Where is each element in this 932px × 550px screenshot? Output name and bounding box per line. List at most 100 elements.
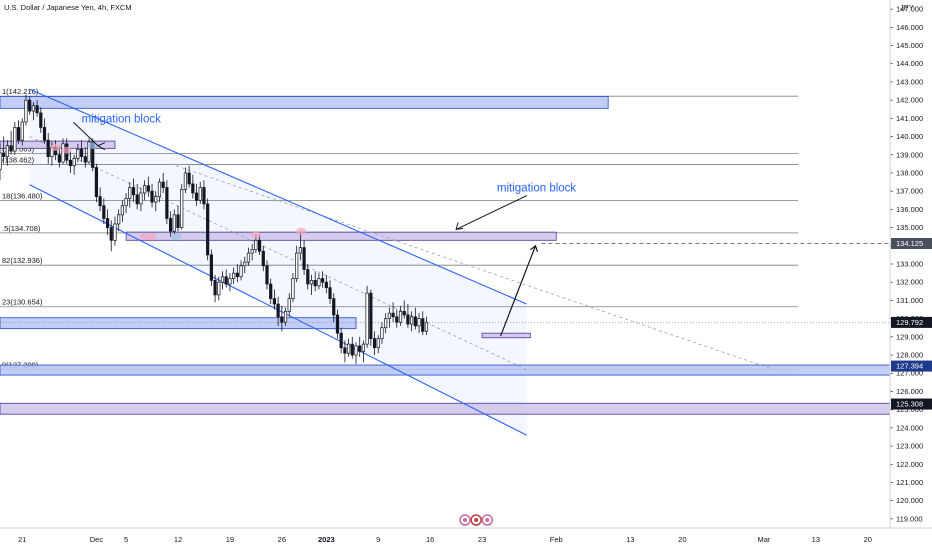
price-badge [891, 316, 932, 328]
candle-body [339, 332, 343, 349]
candle-body [276, 303, 280, 318]
projection-arrow [500, 245, 537, 337]
candle-body [165, 187, 169, 219]
y-axis-label: 145.000 [896, 41, 923, 50]
candle-body [332, 298, 336, 316]
fib-level-label: (138.462) [2, 156, 35, 165]
candle-body [283, 310, 288, 323]
candle-body [317, 278, 321, 287]
candle-body [321, 278, 325, 283]
candle-body [372, 338, 377, 349]
x-axis-label: 26 [278, 535, 286, 544]
candle-body [35, 105, 39, 114]
candle-body [13, 127, 17, 152]
candle-body [91, 141, 95, 168]
x-axis-label: 2023 [318, 535, 335, 544]
y-axis-label: 138.000 [896, 168, 923, 177]
annotation-text: mitigation block [82, 113, 162, 125]
candle-body [157, 181, 162, 197]
y-axis-label: 131.000 [896, 296, 923, 305]
x-axis-label: 13 [812, 535, 820, 544]
candle-body [183, 172, 188, 190]
candle-body [376, 338, 380, 349]
candle-body [109, 227, 113, 241]
candle-body [120, 205, 124, 216]
x-axis-label: 23 [478, 535, 486, 544]
candle-body [398, 310, 403, 323]
y-axis-label: 129.000 [896, 332, 923, 341]
y-axis-label: 119.000 [896, 514, 923, 523]
currency-label: JPY [900, 3, 914, 12]
candle-body [16, 127, 21, 141]
candle-body [217, 281, 221, 296]
candle-body [224, 276, 228, 285]
candle-body [239, 265, 243, 278]
candle-body [391, 312, 395, 318]
candle-body [191, 183, 195, 194]
candle-body [94, 167, 99, 197]
x-axis-label: 20 [678, 535, 686, 544]
candle-body [20, 121, 24, 141]
annotation-arrowhead-1 [96, 142, 106, 151]
y-axis-label: 126.000 [896, 387, 923, 396]
annotation-text: mitigation block [497, 183, 577, 195]
mitigation-zone [125, 231, 557, 241]
x-axis-label: 9 [376, 535, 380, 544]
y-axis-label: 123.000 [896, 442, 923, 451]
mitigation-zone [0, 96, 609, 109]
candle-body [2, 152, 6, 157]
fib-level-label: 23(130.654) [2, 298, 43, 307]
candle-body [350, 343, 354, 356]
candle-body [328, 287, 332, 299]
candle-body [168, 218, 173, 232]
candle-body [172, 214, 176, 232]
candle-body [135, 194, 139, 205]
candle-body [335, 314, 340, 334]
price-badge-label: 134.125 [896, 239, 923, 248]
candle-body [57, 154, 61, 163]
fib-level-label: .5(134.708) [2, 224, 41, 233]
price-badge [891, 398, 932, 410]
highlight-dot [250, 231, 261, 239]
candle-body [287, 298, 291, 312]
candle-body [28, 99, 32, 112]
candle-body [384, 318, 388, 329]
candle-body [46, 139, 50, 157]
candle-body [220, 276, 225, 283]
annotation-arrowhead-2 [455, 222, 464, 231]
candle-body [309, 280, 314, 285]
y-axis-label: 121.000 [896, 478, 923, 487]
annotation-arrow-2 [455, 195, 528, 230]
candle-body [202, 187, 206, 205]
price-badge-label: 129.792 [896, 318, 923, 327]
projection-arrowhead [530, 244, 539, 252]
x-axis-label: 12 [174, 535, 182, 544]
candle-body [402, 310, 406, 316]
y-axis-label: 139.000 [896, 150, 923, 159]
mitigation-zone [481, 332, 531, 339]
price-badge [891, 238, 932, 250]
y-axis-label: 143.000 [896, 77, 923, 86]
highlight-dot [296, 227, 307, 235]
candle-body [76, 148, 80, 159]
candle-body [72, 158, 76, 167]
candle-body [180, 189, 184, 228]
event-icon-dot [485, 518, 490, 522]
highlight-dot [139, 233, 150, 241]
y-axis-label: 128.000 [896, 351, 923, 360]
y-axis-label: 135.000 [896, 223, 923, 232]
candle-body [235, 272, 239, 278]
candle-body [269, 283, 273, 299]
x-axis-label: 19 [226, 535, 234, 544]
y-axis-label: 142.000 [896, 96, 923, 105]
candle-body [358, 345, 362, 352]
candle-body [424, 321, 429, 332]
candle-body [117, 214, 121, 225]
x-axis-label: 21 [18, 535, 26, 544]
candle-body [302, 247, 306, 270]
channel-mid-line [29, 136, 527, 370]
candle-body [68, 159, 73, 167]
candle-body [324, 281, 328, 289]
